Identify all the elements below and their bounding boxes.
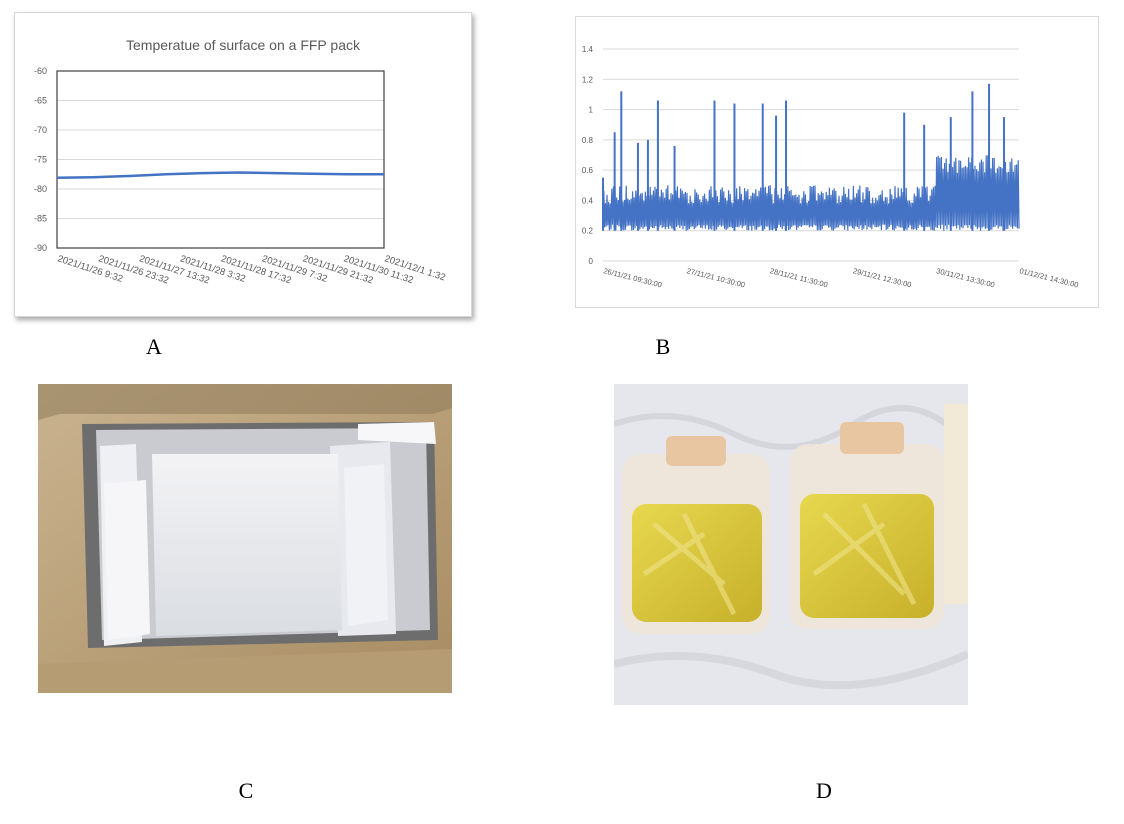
chart-b-series-band [602,155,1020,231]
chart-a-svg: Temperatue of surface on a FFP pack -60 -6… [34,37,447,286]
chart-b-panel: 0 0.2 0.4 0.6 0.8 1 1.2 1.4 26/11/21 09:30:00 27/… [575,16,1099,308]
caption-d: D [816,778,832,803]
chart-b-svg: 0 0.2 0.4 0.6 0.8 1 1.2 1.4 26/11/21 09:30:00 27/… [582,45,1080,290]
chart-a-panel: Temperatue of surface on a FFP pack -60 -6… [14,12,472,317]
chart-b-xtick-label: 29/11/21 12:30:00 [852,266,912,289]
chart-b-ytick-label: 1 [589,106,594,115]
caption-b: B [655,334,671,359]
chart-a-ytick-label: -80 [34,184,47,194]
chart-a-ytick-label: -65 [34,96,47,106]
chart-b-ytick-label: 0.2 [582,227,594,236]
photo-d-frozen-plasma-bags [614,384,968,705]
chart-b-xtick-label: 26/11/21 09:30:00 [603,266,663,289]
chart-b-ytick-label: 1.4 [582,45,594,54]
chart-b-xtick-label: 30/11/21 13:30:00 [935,266,995,289]
chart-a-ytick-label: -70 [34,125,47,135]
chart-b-ytick-label: 0 [589,257,594,266]
chart-b-xtick-label: 28/11/21 11:30:00 [769,266,829,289]
caption-c: C [238,778,254,803]
chart-a-plot-frame [56,70,385,249]
photo-c-box-with-dry-ice [38,384,452,693]
chart-b-ytick-label: 1.2 [582,75,594,84]
chart-a-title: Temperatue of surface on a FFP pack [126,37,361,53]
chart-b-ytick-label: 0.4 [582,196,594,205]
caption-a: A [146,334,162,359]
chart-a-ytick-label: -85 [34,214,47,224]
chart-b-xtick-label: 01/12/21 14:30:00 [1019,266,1080,289]
chart-a-series-line [56,171,384,180]
chart-a-ytick-label: -90 [34,243,47,253]
chart-b-ytick-label: 0.8 [582,136,594,145]
chart-b-xtick-label: 27/11/21 10:30:00 [686,266,746,289]
chart-b-ytick-label: 0.6 [582,166,594,175]
chart-a-ytick-label: -75 [34,155,47,165]
chart-a-ytick-label: -60 [34,66,47,76]
